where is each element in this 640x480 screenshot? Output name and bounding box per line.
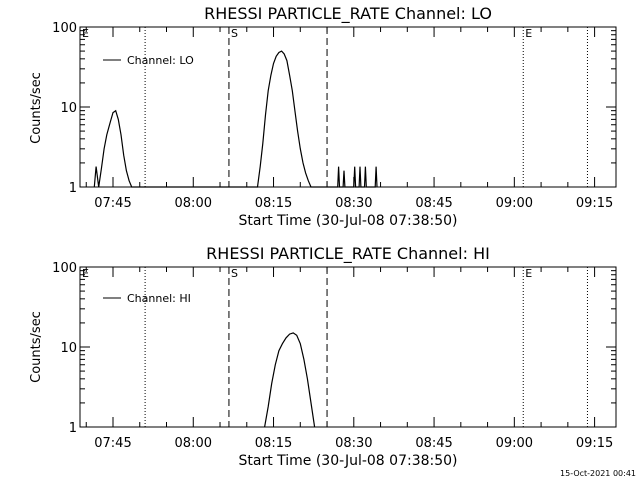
x-tick-label: 09:00: [496, 196, 533, 211]
hi-channel-panel: RHESSI PARTICLE_RATE Channel: HI Start T…: [29, 244, 617, 469]
y-axis-label: Counts/sec: [29, 72, 44, 144]
x-tick-label: 09:15: [576, 436, 613, 451]
legend-label: Channel: HI: [127, 292, 191, 305]
y-tick-label: 100: [52, 21, 77, 36]
event-marker-label: E: [525, 27, 532, 40]
series-line: [93, 50, 378, 188]
event-marker-label: S: [231, 267, 238, 280]
x-tick-label: 08:30: [335, 436, 372, 451]
x-tick-label: 08:15: [255, 196, 292, 211]
x-axis-label: Start Time (30-Jul-08 07:38:50): [238, 453, 457, 469]
x-tick-label: 08:45: [415, 196, 452, 211]
event-marker-label: E: [82, 267, 89, 280]
event-marker-label: E: [82, 27, 89, 40]
y-tick-label: 1: [69, 421, 77, 436]
y-tick-label: 10: [60, 101, 77, 116]
event-marker-label: S: [231, 27, 238, 40]
y-tick-label: 1: [69, 181, 77, 196]
plot-frame: [79, 266, 617, 428]
legend-label: Channel: LO: [127, 54, 194, 67]
chart-title: RHESSI PARTICLE_RATE Channel: LO: [204, 4, 492, 24]
x-axis-label: Start Time (30-Jul-08 07:38:50): [238, 213, 457, 229]
x-tick-label: 07:45: [94, 196, 131, 211]
chart-title: RHESSI PARTICLE_RATE Channel: HI: [206, 244, 490, 264]
x-tick-label: 09:00: [496, 436, 533, 451]
plot-frame: [79, 26, 617, 188]
y-tick-label: 10: [60, 341, 77, 356]
footer-timestamp: 15-Oct-2021 00:41: [560, 469, 636, 478]
x-tick-label: 08:45: [415, 436, 452, 451]
x-tick-label: 08:15: [255, 436, 292, 451]
lo-channel-panel: RHESSI PARTICLE_RATE Channel: LO Start T…: [29, 4, 617, 229]
x-tick-label: 08:30: [335, 196, 372, 211]
x-tick-label: 08:00: [175, 436, 212, 451]
x-tick-label: 09:15: [576, 196, 613, 211]
x-tick-label: 07:45: [94, 436, 131, 451]
y-tick-label: 100: [52, 261, 77, 276]
series-line: [264, 332, 316, 428]
x-tick-label: 08:00: [175, 196, 212, 211]
event-marker-label: E: [525, 267, 532, 280]
y-axis-label: Counts/sec: [29, 311, 44, 383]
